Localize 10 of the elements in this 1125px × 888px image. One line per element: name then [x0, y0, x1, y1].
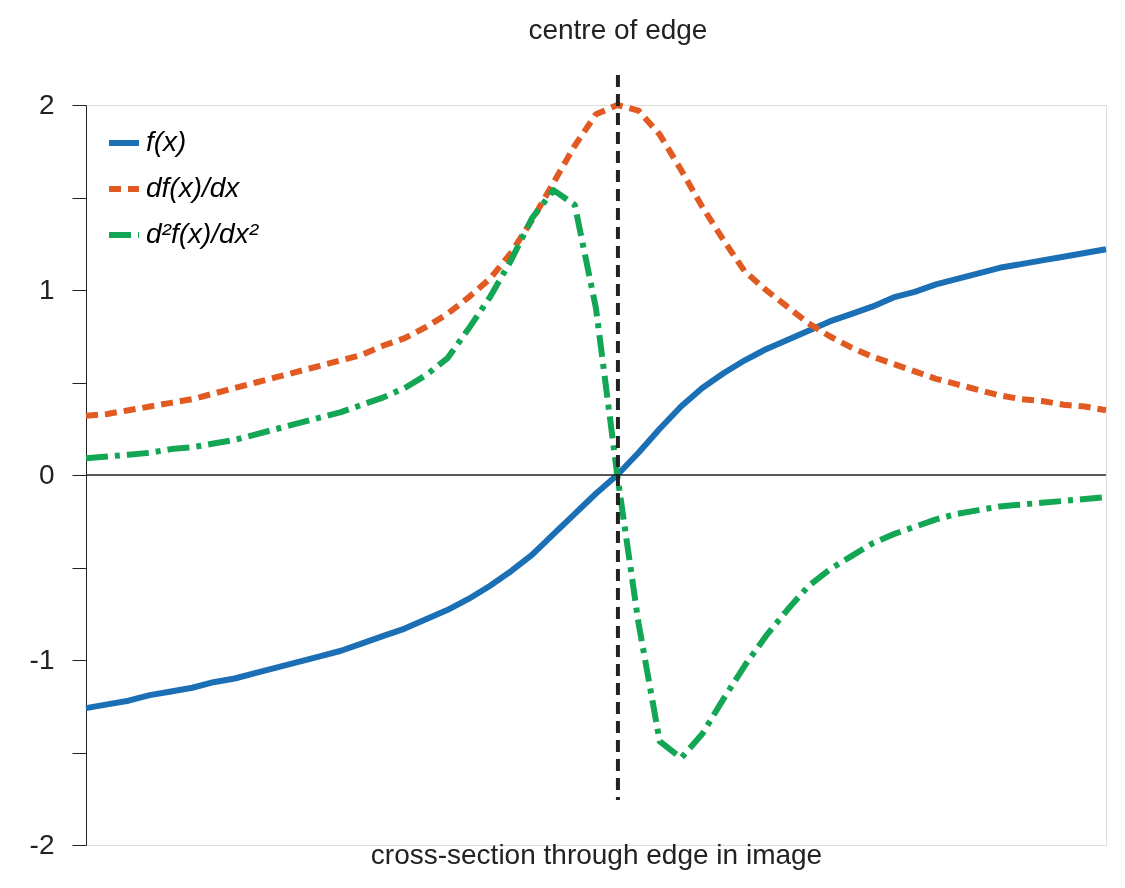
y-tick-label: -2 — [29, 828, 55, 860]
legend-label: d²f(x)/dx² — [146, 218, 260, 249]
legend-label: f(x) — [146, 126, 187, 157]
y-tick-label: 2 — [38, 88, 55, 120]
y-tick-label: 0 — [38, 458, 55, 490]
legend-label: df(x)/dx — [146, 172, 241, 203]
y-tick-label: -1 — [29, 643, 55, 675]
y-tick-label: 1 — [38, 273, 55, 305]
x-axis-title: cross-section through edge in image — [370, 838, 823, 870]
text: centre of edge — [528, 14, 708, 45]
